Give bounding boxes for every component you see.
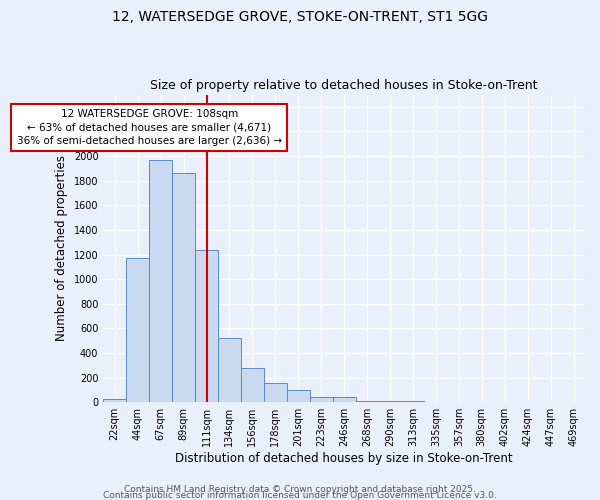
Y-axis label: Number of detached properties: Number of detached properties [55,156,68,342]
Bar [379,400,401,402]
Bar [195,250,218,402]
Bar [264,383,287,402]
Bar [149,160,172,402]
Text: 12 WATERSEDGE GROVE: 108sqm
← 63% of detached houses are smaller (4,671)
36% of : 12 WATERSEDGE GROVE: 108sqm ← 63% of det… [17,110,282,146]
Bar [310,396,332,402]
Text: Contains public sector information licensed under the Open Government Licence v3: Contains public sector information licen… [103,490,497,500]
Bar [241,368,264,402]
Text: 12, WATERSEDGE GROVE, STOKE-ON-TRENT, ST1 5GG: 12, WATERSEDGE GROVE, STOKE-ON-TRENT, ST… [112,10,488,24]
Bar [401,401,424,402]
Bar [332,396,356,402]
Bar [356,400,379,402]
X-axis label: Distribution of detached houses by size in Stoke-on-Trent: Distribution of detached houses by size … [175,452,513,465]
Bar [218,338,241,402]
Text: Contains HM Land Registry data © Crown copyright and database right 2025.: Contains HM Land Registry data © Crown c… [124,484,476,494]
Bar [172,174,195,402]
Bar [126,258,149,402]
Title: Size of property relative to detached houses in Stoke-on-Trent: Size of property relative to detached ho… [151,79,538,92]
Bar [103,398,126,402]
Bar [287,390,310,402]
